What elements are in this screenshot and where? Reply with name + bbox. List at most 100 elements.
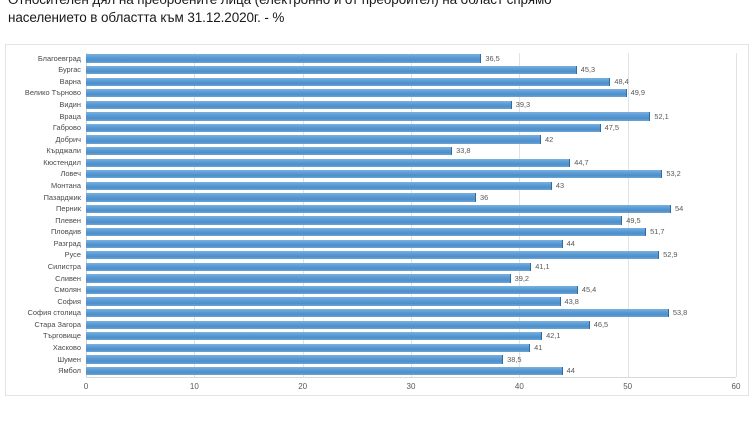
bar-row: Разград 44 xyxy=(54,238,736,250)
bar[interactable] xyxy=(86,343,531,353)
bar-value-label: 48,4 xyxy=(614,76,629,86)
bar-value-label: 41,1 xyxy=(535,262,550,272)
category-label: Стара Загора xyxy=(34,319,81,329)
bar-row: София 43,8 xyxy=(57,296,736,308)
category-label: Пловдив xyxy=(50,227,81,237)
bar-row: Шумен 38,5 xyxy=(57,354,736,366)
bar-row: Търговище 42,1 xyxy=(43,331,736,343)
bar-track xyxy=(86,251,736,260)
x-tick-label-0: 0 xyxy=(83,382,89,391)
bar[interactable] xyxy=(86,227,647,237)
bar-row: Монтана 43 xyxy=(51,180,736,192)
bar[interactable] xyxy=(86,262,532,272)
bar[interactable] xyxy=(86,239,563,248)
bar[interactable] xyxy=(86,170,663,179)
gridline-0 xyxy=(86,53,87,377)
bar-row: Враца 52,1 xyxy=(60,111,736,123)
bar-track xyxy=(86,135,736,144)
bar[interactable] xyxy=(86,274,511,283)
gridline-30 xyxy=(411,53,412,377)
bar[interactable] xyxy=(86,297,561,306)
bar-value-label: 51,7 xyxy=(650,227,665,237)
bar[interactable] xyxy=(86,89,627,98)
bar-value-label: 41 xyxy=(534,343,543,353)
bar[interactable] xyxy=(86,158,571,167)
bar-track xyxy=(86,89,736,98)
bar-track xyxy=(86,181,736,191)
category-label: София столица xyxy=(27,308,81,318)
chart-title-block: Относителен дял на преброените лица (еле… xyxy=(0,0,754,27)
bar[interactable] xyxy=(86,366,563,376)
category-label: Кюстендил xyxy=(43,157,81,167)
bar-track xyxy=(86,297,736,306)
bar[interactable] xyxy=(86,251,660,260)
bar-value-label: 53,8 xyxy=(672,308,688,318)
bar[interactable] xyxy=(86,123,601,133)
bar-value-label: 42 xyxy=(545,134,554,144)
bar-track xyxy=(86,274,736,283)
bar[interactable] xyxy=(86,216,623,225)
bar-row: Плевен 49,5 xyxy=(55,215,736,227)
bar[interactable] xyxy=(86,193,476,202)
category-label: Видин xyxy=(59,100,81,110)
bar-track xyxy=(86,158,736,167)
bar-value-label: 54 xyxy=(675,204,684,214)
category-label: София xyxy=(57,296,81,306)
bar[interactable] xyxy=(86,100,512,110)
bar-track xyxy=(86,77,736,86)
bar-track xyxy=(86,285,736,295)
category-label: Хасково xyxy=(52,343,81,353)
bar-row: Благоевград 36,5 xyxy=(38,53,736,65)
bar-row: София столица 53,8 xyxy=(28,308,736,320)
bar[interactable] xyxy=(86,285,578,295)
bar-track xyxy=(86,239,736,248)
x-tick-label-50: 50 xyxy=(623,382,633,391)
bar-value-label: 53,2 xyxy=(666,169,681,179)
category-label: Пазарджик xyxy=(43,192,81,202)
bar-value-label: 52,9 xyxy=(663,250,678,260)
bar-value-label: 52,1 xyxy=(654,111,669,121)
bar[interactable] xyxy=(86,135,541,144)
bar-row: Хасково 41 xyxy=(53,342,736,354)
bar-track xyxy=(86,366,736,376)
bar[interactable] xyxy=(86,332,543,341)
bar[interactable] xyxy=(86,65,577,75)
bar-value-label: 39,3 xyxy=(515,100,531,110)
bar-value-label: 45,3 xyxy=(580,65,596,75)
bar[interactable] xyxy=(86,320,590,329)
category-label: Монтана xyxy=(50,181,81,191)
bar-value-label: 47,5 xyxy=(604,123,619,133)
category-label: Сливен xyxy=(55,273,81,283)
bar-track xyxy=(86,146,736,156)
bar[interactable] xyxy=(86,204,671,214)
category-label: Търговище xyxy=(42,331,81,341)
bar[interactable] xyxy=(86,355,504,364)
category-label: Враца xyxy=(59,111,82,121)
bar-row: Добрич 42 xyxy=(55,134,736,146)
bar-value-label: 43,8 xyxy=(564,296,579,306)
category-label: Благоевград xyxy=(37,53,81,63)
chart-frame: Благоевград 36,5 Бургас 45,3 Варна 48,4 Велико… xyxy=(5,44,749,396)
gridline-20 xyxy=(302,53,304,377)
bar-value-label: 44 xyxy=(566,366,575,376)
bar-track xyxy=(86,262,736,272)
bar-row: Стара Загора 46,5 xyxy=(35,319,736,331)
bar-value-label: 44 xyxy=(566,238,575,248)
category-label: Габрово xyxy=(52,123,81,133)
category-label: Ямбол xyxy=(58,366,81,376)
category-label: Кърджали xyxy=(46,146,81,156)
bar-value-label: 38,5 xyxy=(507,354,522,364)
bar-row: Перник 54 xyxy=(56,203,736,215)
bar[interactable] xyxy=(86,54,482,63)
bar-row: Бургас 45,3 xyxy=(58,65,736,77)
bar[interactable] xyxy=(86,77,611,86)
gridline-40 xyxy=(519,53,521,377)
bar[interactable] xyxy=(86,181,552,191)
bar-value-label: 36 xyxy=(480,192,489,202)
bar[interactable] xyxy=(86,308,669,318)
bar[interactable] xyxy=(86,112,651,121)
bar-track xyxy=(86,170,736,179)
category-label: Добрич xyxy=(55,134,81,144)
bar[interactable] xyxy=(86,146,453,156)
category-label: Русе xyxy=(64,250,81,260)
